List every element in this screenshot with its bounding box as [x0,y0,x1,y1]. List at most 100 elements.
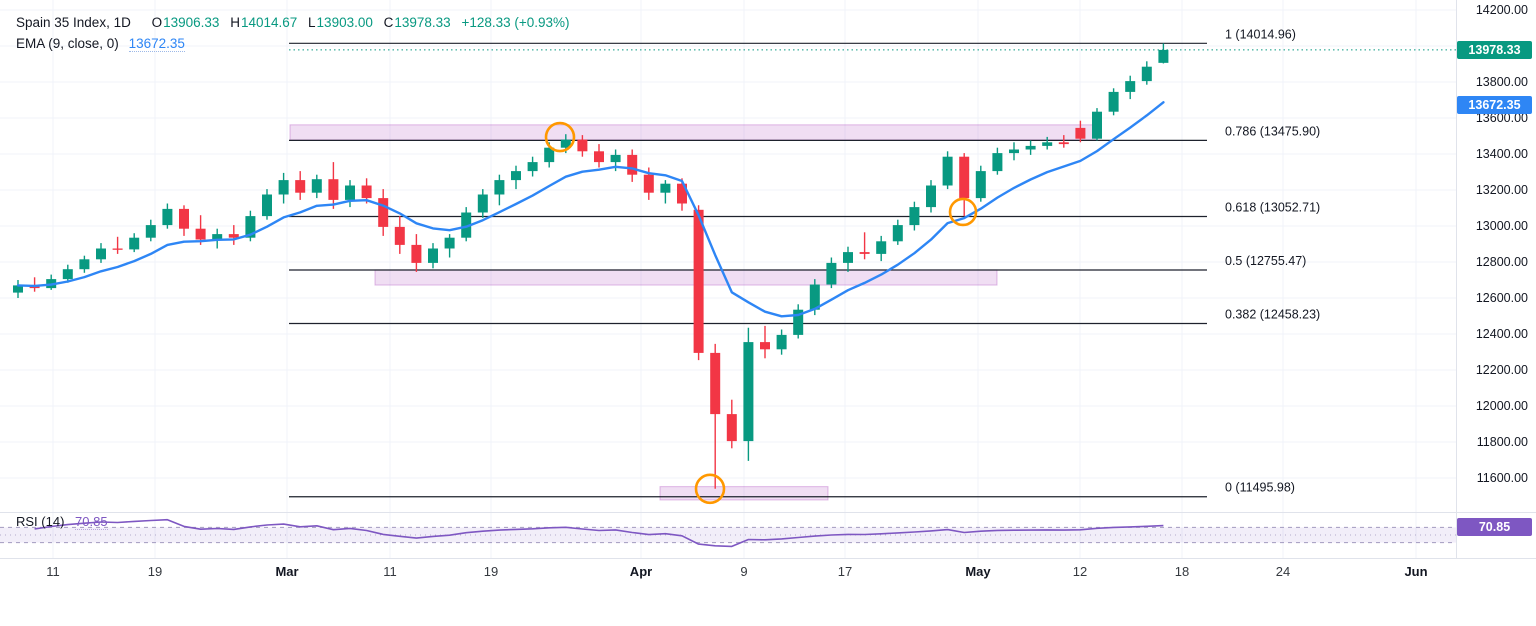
candle-down [378,198,389,227]
candle-up [1025,145,1036,150]
highlight-swing-low[interactable] [694,473,726,505]
demand-zone-0[interactable] [659,486,829,501]
candle-down [361,185,372,199]
ema-legend-row[interactable]: EMA (9, close, 0) 13672.35 [16,33,570,54]
time-axis-label: 19 [147,564,163,579]
main-price-pane[interactable]: 1 (14014.96) 0.786 (13475.90) 0.618 (13052… [0,0,1456,512]
candle-down [228,234,239,238]
time-axis-label: 17 [837,564,853,579]
candle-up [345,185,355,200]
candle-up [278,180,289,195]
rsi-value: 70.85 [75,514,108,530]
ema-label[interactable]: EMA (9, close, 0) [16,36,119,51]
candle-up [461,212,472,238]
price-axis-label: 13200.00 [1475,183,1528,197]
time-axis-label: 11 [46,564,60,579]
highlight-swing-high[interactable] [544,121,576,153]
candle-up [1125,81,1136,92]
last-price-badge: 13978.33 [1457,40,1532,59]
rsi-line [34,518,1164,548]
price-axis-label: 12000.00 [1475,399,1528,413]
ema-value: 13672.35 [128,36,185,52]
time-axis-label: 24 [1275,564,1291,579]
time-axis-separator [0,558,1536,559]
price-axis-label: 12800.00 [1475,255,1528,269]
candle-down [627,154,638,175]
candle-up [793,309,804,335]
high-label: H [230,15,240,30]
low-label: L [308,15,316,30]
high-value: 14014.67 [240,15,298,30]
demand-zone-05[interactable] [374,269,998,286]
candle-down [594,151,604,163]
rsi-label[interactable]: RSI (14) [16,514,65,529]
highlight-618-retest[interactable] [948,197,978,227]
price-axis-label: 11800.00 [1476,435,1528,449]
candle-up [992,153,1003,172]
candle-down [710,352,721,415]
candle-up [809,284,820,310]
candle-up [162,208,173,226]
pane-separator[interactable] [0,512,1536,513]
price-axis-label: 13600.00 [1475,111,1528,125]
price-axis-label: 12200.00 [1475,363,1528,377]
fib-level-label: 0.5 (12755.47) [1225,254,1306,268]
price-axis[interactable]: 14200.0014000.0013800.0013600.0013400.00… [1456,0,1536,558]
fib-level-label: 0.382 (12458.23) [1225,308,1320,322]
time-axis[interactable]: 11 19 Mar 11 19 Apr 9 17 May 12 18 24 Jun [0,558,1536,584]
open-label: O [151,15,163,30]
ema-price-badge: 13672.35 [1457,95,1532,114]
candle-up [892,225,903,242]
supply-zone-0786[interactable] [289,124,1098,141]
symbol-title[interactable]: Spain 35 Index, 1D [16,15,131,30]
close-label: C [383,15,394,30]
fib-level-label: 0.786 (13475.90) [1225,124,1320,138]
price-axis-label: 12400.00 [1475,327,1528,341]
main-chart-canvas[interactable]: 1 (14014.96) 0.786 (13475.90) 0.618 (13052… [0,0,1456,512]
time-axis-label: May [965,564,991,579]
price-axis-label: 13800.00 [1475,75,1528,89]
ema-line[interactable] [16,101,1165,318]
candle-down [760,342,770,350]
candle-up [145,225,156,238]
change-value: +128.33 (+0.93%) [461,15,570,30]
candle-down [295,180,306,193]
candle-up [511,171,521,181]
candle-up [96,248,106,260]
candle-up [776,334,787,350]
candle-up [311,179,322,193]
candle-down [859,252,870,254]
candle-up [1158,49,1169,63]
candle-up [975,171,986,199]
fib-level-label: 1 (14014.96) [1225,27,1296,41]
candle-up [62,269,73,280]
candle-down [1075,127,1086,139]
candle-up [743,342,754,442]
symbol-legend-row[interactable]: Spain 35 Index, 1D O13906.33 H14014.67 L… [16,12,570,33]
close-value: 13978.33 [394,15,451,30]
price-axis-label: 12600.00 [1475,291,1528,305]
time-axis-label: 18 [1174,564,1190,579]
price-axis-label: 13000.00 [1475,219,1528,233]
time-axis-label: 19 [483,564,499,579]
price-axis-label: 13400.00 [1475,147,1528,161]
candle-up [843,252,853,263]
candle-up [212,234,223,240]
rsi-indicator-pane[interactable]: RSI (14) 70.85 [0,512,1456,558]
rsi-legend-row[interactable]: RSI (14) 70.85 [16,514,108,530]
candle-up [909,207,920,226]
time-axis-label: Apr [629,564,653,579]
time-axis-label: Jun [1404,564,1428,579]
candle-down [693,209,704,353]
candle-down [577,139,588,152]
candle-up [942,156,953,186]
candle-down [112,248,123,250]
fib-level-label: 0.618 (13052.71) [1225,201,1320,215]
time-axis-label: 11 [383,564,397,579]
price-axis-separator [1456,0,1457,558]
candle-up [1141,66,1152,82]
rsi-canvas[interactable] [0,512,1456,558]
candle-down [328,179,339,200]
price-axis-label: 11600.00 [1476,471,1528,485]
